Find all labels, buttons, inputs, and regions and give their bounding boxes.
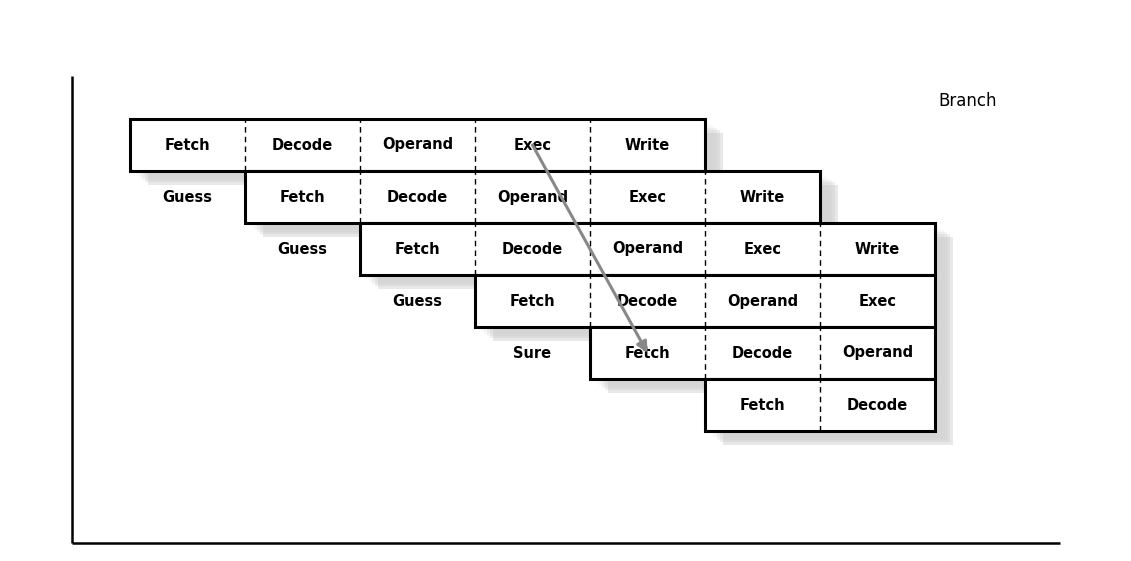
Bar	[257, 180, 832, 232]
Text: Guess: Guess	[163, 190, 213, 205]
Bar	[375, 234, 950, 286]
Text: Operand: Operand	[497, 190, 568, 205]
Text: Fetch: Fetch	[279, 190, 326, 205]
Text: Exec: Exec	[858, 293, 897, 309]
Bar	[369, 230, 944, 282]
Bar	[148, 132, 723, 185]
Bar	[493, 288, 953, 341]
Text: Decode: Decode	[502, 241, 563, 256]
Text: Exec: Exec	[513, 137, 552, 153]
Bar	[596, 332, 941, 384]
Text: Guess: Guess	[392, 293, 442, 309]
Bar	[487, 284, 947, 336]
Text: Fetch: Fetch	[740, 398, 785, 412]
Bar	[720, 390, 950, 442]
Bar	[708, 381, 938, 433]
Bar	[714, 386, 944, 438]
Text: Decode: Decode	[271, 137, 334, 153]
Bar	[251, 176, 826, 228]
Bar	[723, 393, 953, 444]
Text: Decode: Decode	[847, 398, 908, 412]
Bar	[605, 338, 950, 390]
Bar	[360, 223, 935, 275]
Text: Operand: Operand	[612, 241, 683, 256]
Bar	[378, 237, 953, 288]
Text: Operand: Operand	[727, 293, 798, 309]
Text: Exec: Exec	[629, 190, 666, 205]
Text: Operand: Operand	[841, 346, 913, 361]
Bar	[130, 119, 705, 171]
Bar	[363, 226, 938, 277]
Text: Guess: Guess	[277, 241, 328, 256]
Bar	[705, 379, 935, 431]
Bar	[372, 232, 947, 284]
Text: Decode: Decode	[732, 346, 793, 361]
Bar	[245, 171, 820, 223]
Bar	[478, 277, 938, 329]
Text: Fetch: Fetch	[510, 293, 555, 309]
Bar	[133, 121, 708, 173]
Text: Write: Write	[624, 137, 671, 153]
Bar	[248, 173, 823, 226]
Text: Branch: Branch	[939, 92, 998, 110]
Text: Sure: Sure	[513, 346, 552, 361]
Text: Decode: Decode	[616, 293, 679, 309]
Bar	[602, 336, 947, 388]
Bar	[366, 228, 941, 279]
Bar	[608, 341, 953, 393]
Text: Write: Write	[855, 241, 900, 256]
Text: Operand: Operand	[382, 137, 454, 153]
Bar	[264, 185, 838, 237]
Text: Decode: Decode	[387, 190, 448, 205]
Bar	[254, 178, 829, 230]
Text: Write: Write	[740, 190, 785, 205]
Bar	[717, 388, 947, 440]
Bar	[139, 126, 714, 178]
Bar	[484, 282, 944, 334]
Bar	[260, 182, 835, 234]
Bar	[593, 329, 938, 381]
Bar	[136, 123, 711, 176]
Bar	[481, 279, 941, 332]
Bar	[490, 286, 950, 338]
Bar	[711, 384, 941, 435]
Text: Exec: Exec	[743, 241, 782, 256]
Bar	[145, 130, 720, 182]
Bar	[475, 275, 935, 327]
Bar	[590, 327, 935, 379]
Text: Fetch: Fetch	[165, 137, 210, 153]
Text: Fetch: Fetch	[395, 241, 440, 256]
Text: Fetch: Fetch	[624, 346, 671, 361]
Bar	[143, 128, 717, 180]
Bar	[599, 334, 944, 386]
